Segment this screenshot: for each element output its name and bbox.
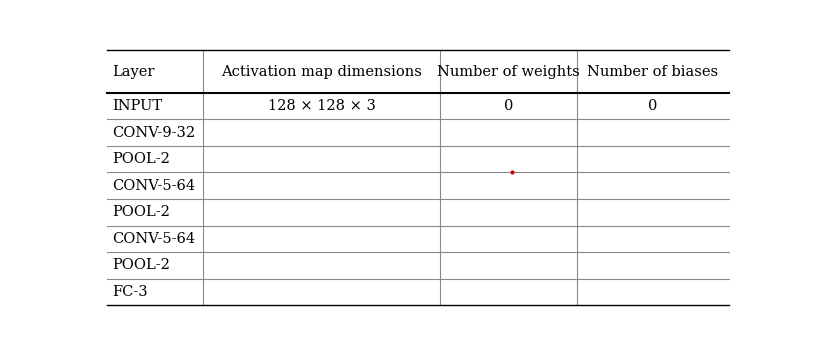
Text: FC-3: FC-3 [112, 285, 147, 299]
Text: INPUT: INPUT [112, 99, 162, 113]
Text: Activation map dimensions: Activation map dimensions [221, 65, 422, 78]
Text: 0: 0 [503, 99, 512, 113]
Text: Layer: Layer [112, 65, 154, 78]
Text: 0: 0 [648, 99, 657, 113]
Text: POOL-2: POOL-2 [112, 258, 170, 272]
Text: POOL-2: POOL-2 [112, 152, 170, 166]
Text: CONV-5-64: CONV-5-64 [112, 232, 194, 246]
Text: 128 × 128 × 3: 128 × 128 × 3 [267, 99, 375, 113]
Text: Number of biases: Number of biases [586, 65, 718, 78]
Text: CONV-9-32: CONV-9-32 [112, 126, 194, 140]
Text: CONV-5-64: CONV-5-64 [112, 179, 194, 193]
Text: Number of weights: Number of weights [437, 65, 579, 78]
Text: POOL-2: POOL-2 [112, 205, 170, 219]
